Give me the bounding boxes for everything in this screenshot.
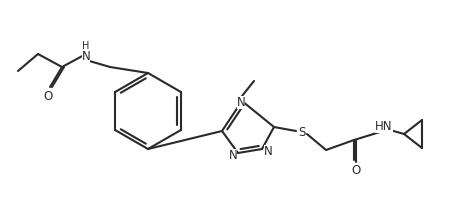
Text: O: O (44, 90, 53, 103)
Text: O: O (351, 164, 360, 177)
Text: N: N (236, 96, 245, 109)
Text: N: N (263, 145, 272, 158)
Text: H: H (82, 41, 90, 51)
Text: S: S (298, 126, 306, 139)
Text: HN: HN (375, 120, 393, 133)
Text: N: N (82, 49, 90, 62)
Text: N: N (228, 149, 237, 162)
